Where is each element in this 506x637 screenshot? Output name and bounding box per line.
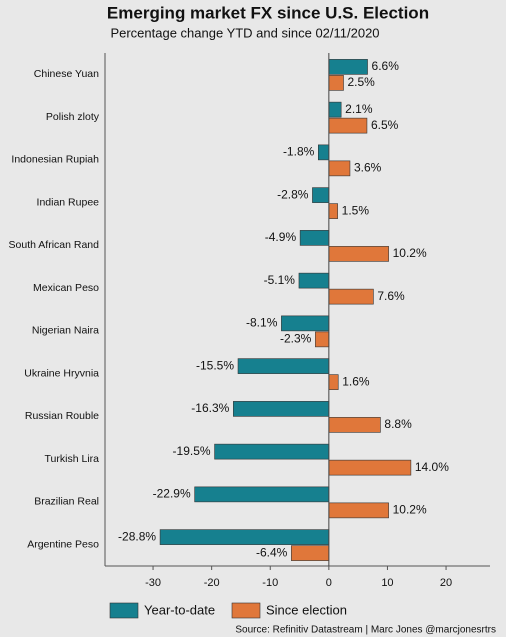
legend-swatch <box>109 602 139 619</box>
y-tick-label: Ukraine Hryvnia <box>24 367 99 379</box>
y-tick-label: Russian Rouble <box>25 410 99 422</box>
y-tick-label: Nigerian Naira <box>32 325 99 337</box>
x-tick-label: -10 <box>262 577 278 589</box>
data-label: -4.9% <box>265 230 297 244</box>
data-label: -15.5% <box>196 358 234 372</box>
data-label: -1.8% <box>283 145 315 159</box>
bar <box>291 545 330 561</box>
data-label: -22.9% <box>153 487 191 501</box>
data-label: -19.5% <box>173 444 211 458</box>
y-tick-label: Polish zloty <box>46 111 100 123</box>
x-tick-label: 20 <box>440 577 452 589</box>
y-tick-label: South African Rand <box>9 239 100 251</box>
y-tick-label: Indian Rupee <box>37 196 100 208</box>
data-label: 2.1% <box>345 102 373 116</box>
bar <box>328 246 389 262</box>
bar <box>328 101 342 118</box>
bar <box>233 401 330 417</box>
data-label: 14.0% <box>415 460 449 474</box>
data-label: -2.3% <box>280 332 312 346</box>
legend-label: Year-to-date <box>144 602 215 617</box>
data-label: 2.5% <box>348 75 376 89</box>
data-label: 7.6% <box>377 289 405 303</box>
data-label: -28.8% <box>118 529 156 543</box>
x-tick-label: -30 <box>145 577 161 589</box>
bar <box>328 75 344 91</box>
data-label: 1.6% <box>342 374 370 388</box>
legend-swatch <box>231 602 261 619</box>
bar <box>328 203 338 219</box>
bar <box>315 331 330 348</box>
data-label: 6.6% <box>372 59 400 73</box>
data-label: 8.8% <box>384 417 412 431</box>
data-label: 6.5% <box>371 118 399 132</box>
bar <box>312 187 330 203</box>
source: Source: Refinitiv Datastream | Marc Jone… <box>235 625 496 636</box>
data-label: 1.5% <box>342 203 370 217</box>
y-tick-label: Mexican Peso <box>33 282 99 294</box>
x-tick-label: 0 <box>326 577 332 589</box>
bar <box>328 374 339 390</box>
bar <box>237 358 330 374</box>
y-tick-label: Brazilian Real <box>34 496 99 508</box>
y-tick-label: Chinese Yuan <box>34 68 99 80</box>
data-label: 10.2% <box>393 503 427 517</box>
bar <box>328 160 351 177</box>
x-tick-label: 10 <box>381 577 393 589</box>
bar <box>328 502 389 519</box>
bar <box>194 486 330 503</box>
data-label: 10.2% <box>393 246 427 260</box>
legend-label: Since election <box>266 602 347 617</box>
bar <box>328 417 381 433</box>
bar <box>214 443 330 460</box>
y-tick-label: Argentine Peso <box>27 538 99 550</box>
bar <box>299 230 330 246</box>
x-tick-label: -20 <box>204 577 220 589</box>
bar <box>281 315 330 332</box>
bar <box>328 288 374 305</box>
y-tick-label: Turkish Lira <box>45 453 100 465</box>
data-label: -8.1% <box>246 316 278 330</box>
bar <box>159 529 330 545</box>
bar <box>318 144 330 161</box>
data-label: -5.1% <box>264 273 296 287</box>
data-label: -16.3% <box>191 401 229 415</box>
bar <box>328 117 368 134</box>
data-label: -6.4% <box>256 545 288 559</box>
chart-subtitle: Percentage change YTD and since 02/11/20… <box>110 25 379 40</box>
data-label: 3.6% <box>354 161 382 175</box>
bar <box>328 59 368 75</box>
y-tick-label: Indonesian Rupiah <box>11 154 99 166</box>
bar <box>298 272 330 289</box>
chart-title: Emerging market FX since U.S. Election <box>107 3 429 22</box>
bar <box>328 459 412 476</box>
data-label: -2.8% <box>277 187 309 201</box>
